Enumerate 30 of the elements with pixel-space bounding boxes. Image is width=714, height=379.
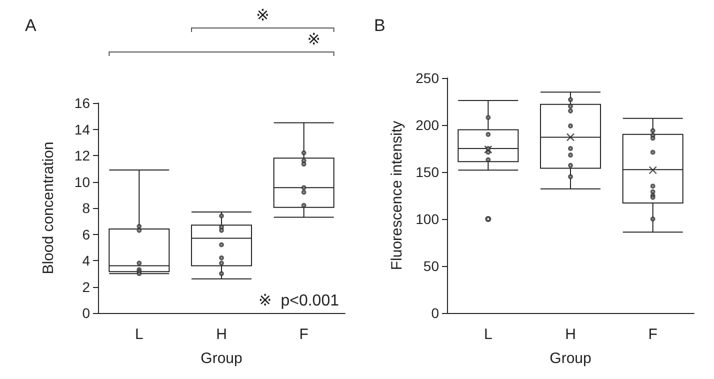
y-tick-label: 50 (423, 258, 440, 274)
text: ※ (307, 32, 321, 48)
y-tick-label: 0 (82, 305, 90, 321)
x-tick-label: H (216, 326, 227, 343)
annotation: ※ p<0.001 (258, 292, 340, 310)
y-tick-label: 250 (416, 70, 440, 86)
y-tick-label: 12 (74, 148, 90, 164)
y-axis-title: Fluorescence intensity (388, 120, 406, 270)
y-tick-label: 200 (416, 117, 440, 133)
y-axis-title: Blood concentration (40, 142, 57, 274)
x-tick-label: H (565, 326, 576, 343)
y-tick-label: 14 (74, 121, 90, 138)
y-tick-label: 16 (74, 95, 90, 111)
y-tick-label: 10 (74, 174, 90, 190)
y-tick-label: 100 (416, 211, 440, 227)
chart-title: A (25, 16, 37, 35)
text: ※ (256, 8, 270, 24)
y-tick-label: 6 (82, 226, 90, 242)
x-tick-label: L (484, 326, 492, 343)
x-axis-title: Group (200, 350, 242, 367)
chart-title: B (374, 16, 386, 35)
y-tick-label: 8 (82, 200, 90, 216)
y-tick-label: 150 (416, 164, 440, 180)
y-tick-label: 4 (82, 252, 90, 268)
x-tick-label: L (134, 326, 144, 343)
y-tick-label: 2 (82, 278, 90, 295)
y-tick-label: 0 (431, 305, 440, 321)
x-tick-label: F (648, 326, 658, 343)
x-tick-label: F (299, 326, 308, 343)
x-axis-title: Group (550, 350, 592, 367)
